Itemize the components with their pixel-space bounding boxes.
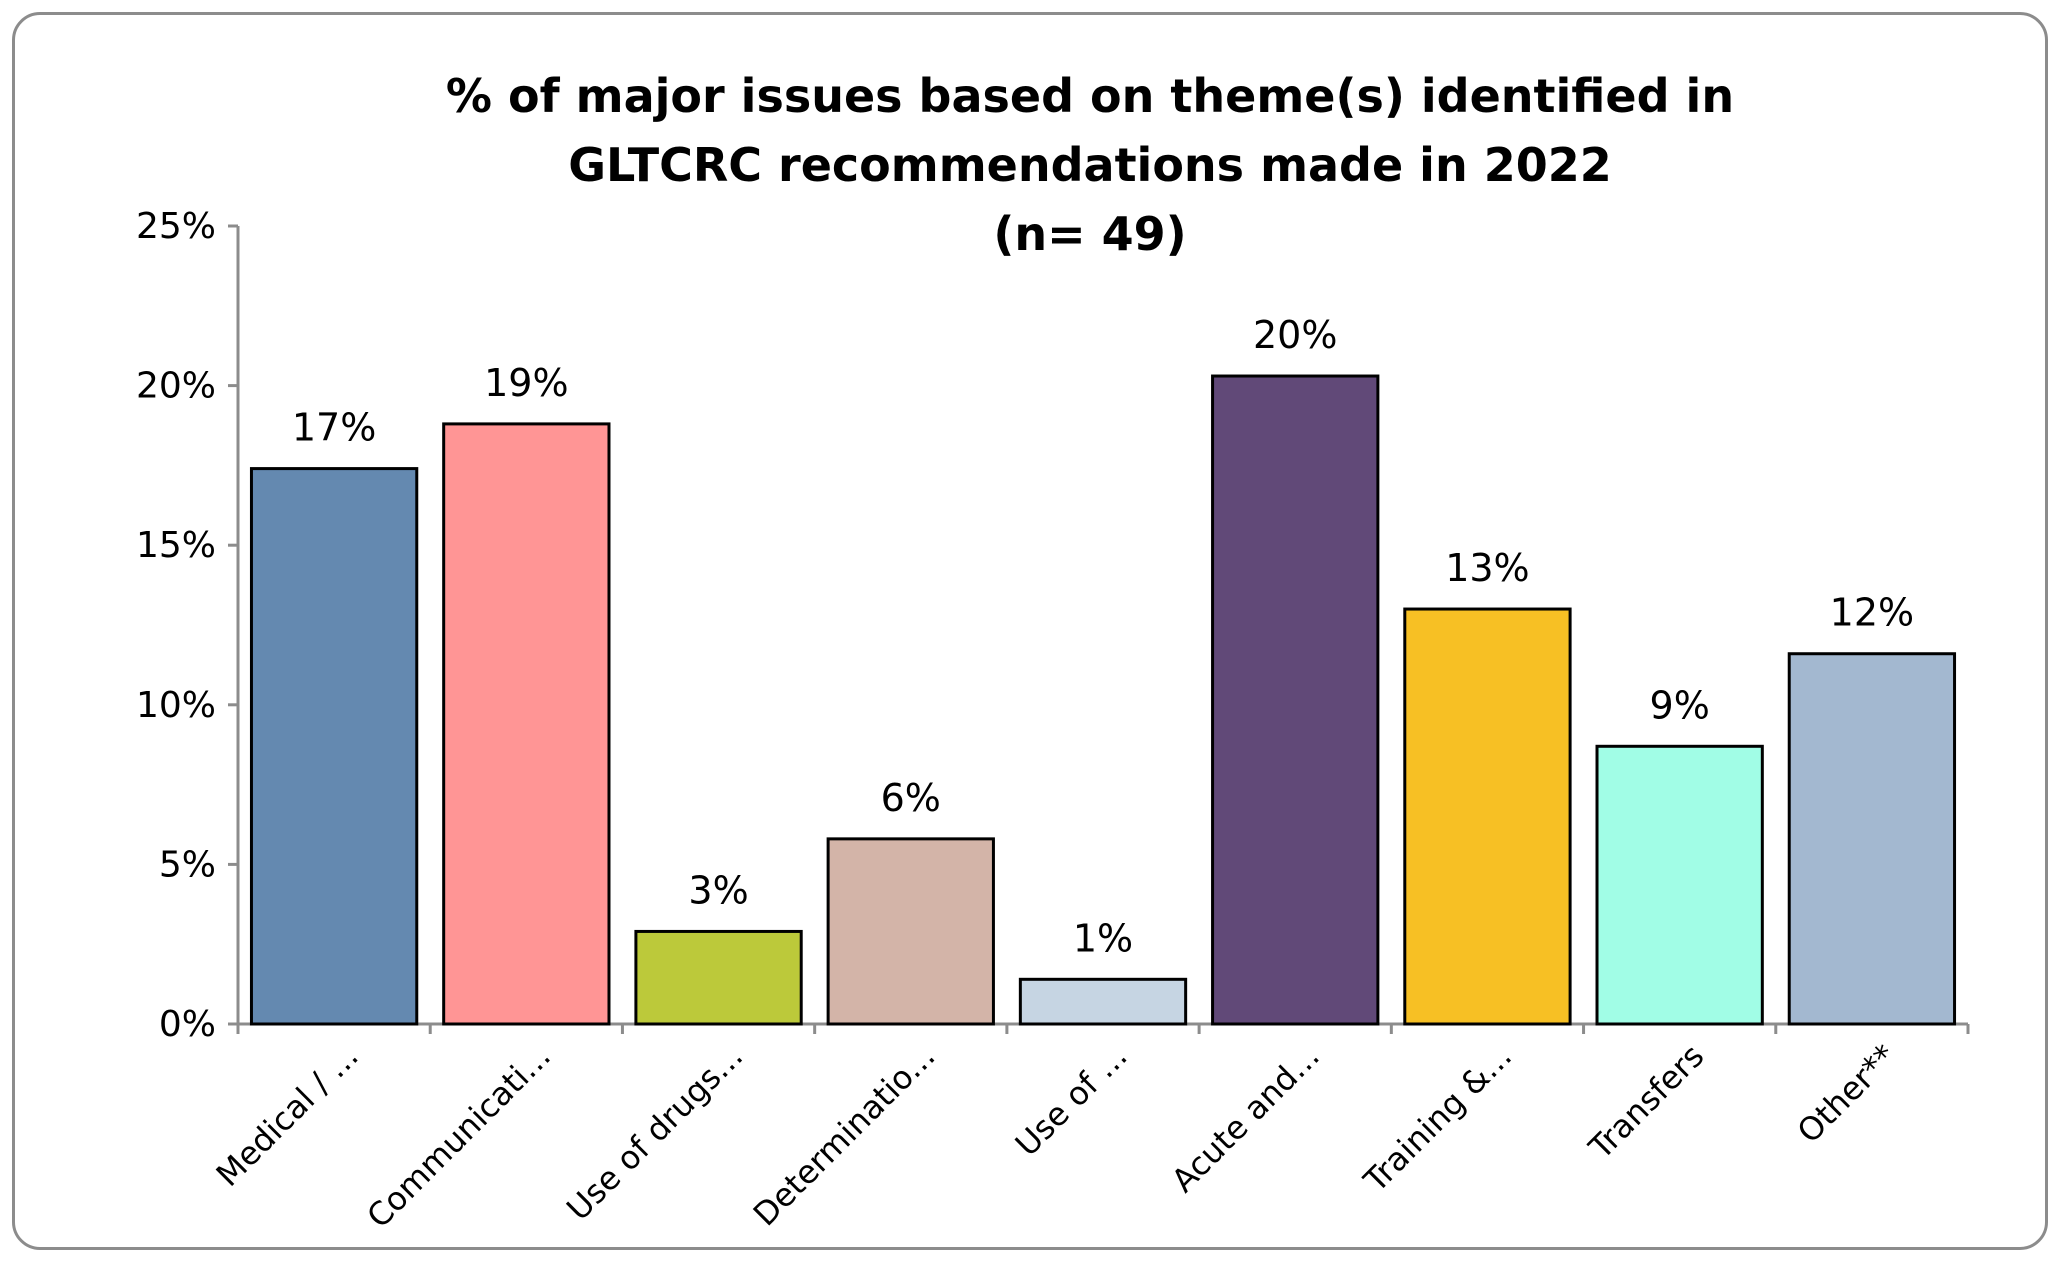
data-label: 20% <box>1253 313 1337 357</box>
chart-title-line-3: (n= 49) <box>993 207 1186 261</box>
x-category-label: Medical / ... <box>209 1037 366 1194</box>
bar <box>249 467 419 1026</box>
bar <box>1211 374 1380 1026</box>
x-category-label: Acute and... <box>1164 1037 1327 1200</box>
bar <box>442 422 611 1026</box>
y-tick-label: 15% <box>136 525 216 566</box>
bar <box>1595 744 1764 1026</box>
x-category-label: Other** <box>1790 1037 1904 1151</box>
x-category-label: Use of ... <box>1008 1037 1135 1164</box>
x-category-label: Transfers <box>1581 1037 1711 1167</box>
data-label: 17% <box>292 406 376 450</box>
x-category-label: Determinatio... <box>746 1037 943 1234</box>
chart-title: % of major issues based on theme(s) iden… <box>446 69 1734 261</box>
x-category-label: Communicati... <box>359 1037 558 1236</box>
chart-title-line-2: GLTCRC recommendations made in 2022 <box>568 138 1612 192</box>
x-category-label: Training &... <box>1356 1037 1519 1200</box>
bar <box>634 929 803 1026</box>
bar <box>1787 652 1957 1026</box>
chart-title-line-1: % of major issues based on theme(s) iden… <box>446 69 1734 123</box>
y-tick-label: 25% <box>136 206 216 247</box>
chart-bars <box>249 374 1957 1026</box>
bar <box>826 837 995 1026</box>
y-tick-label: 0% <box>159 1004 216 1045</box>
data-label: 13% <box>1445 546 1529 590</box>
data-label: 9% <box>1650 683 1710 727</box>
x-category-label: Use of drugs... <box>559 1037 750 1228</box>
data-label: 3% <box>688 868 748 912</box>
y-tick-label: 20% <box>136 366 216 407</box>
data-label: 12% <box>1830 591 1914 635</box>
y-tick-label: 10% <box>136 685 216 726</box>
data-label: 6% <box>881 776 941 820</box>
bar <box>1403 607 1572 1026</box>
data-label: 19% <box>484 361 568 405</box>
y-tick-label: 5% <box>159 844 216 885</box>
bar <box>1018 977 1188 1026</box>
data-label: 1% <box>1073 916 1133 960</box>
